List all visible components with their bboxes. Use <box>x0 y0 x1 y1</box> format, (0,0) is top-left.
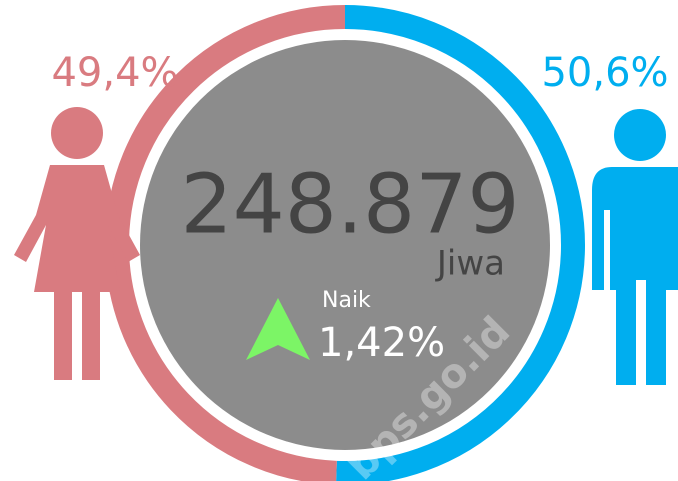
female-percent: 49,4% <box>51 50 178 96</box>
change-label: Naik <box>322 288 371 313</box>
change-value: 1,42% <box>318 320 445 366</box>
ring-segment <box>336 5 585 481</box>
up-arrow <box>246 298 310 360</box>
total-population: 248.879 <box>180 157 519 252</box>
unit-label: Jiwa <box>435 244 505 284</box>
center-disc <box>140 40 550 450</box>
male-icon <box>592 109 678 385</box>
male-percent: 50,6% <box>541 50 668 96</box>
female-icon <box>14 107 140 380</box>
